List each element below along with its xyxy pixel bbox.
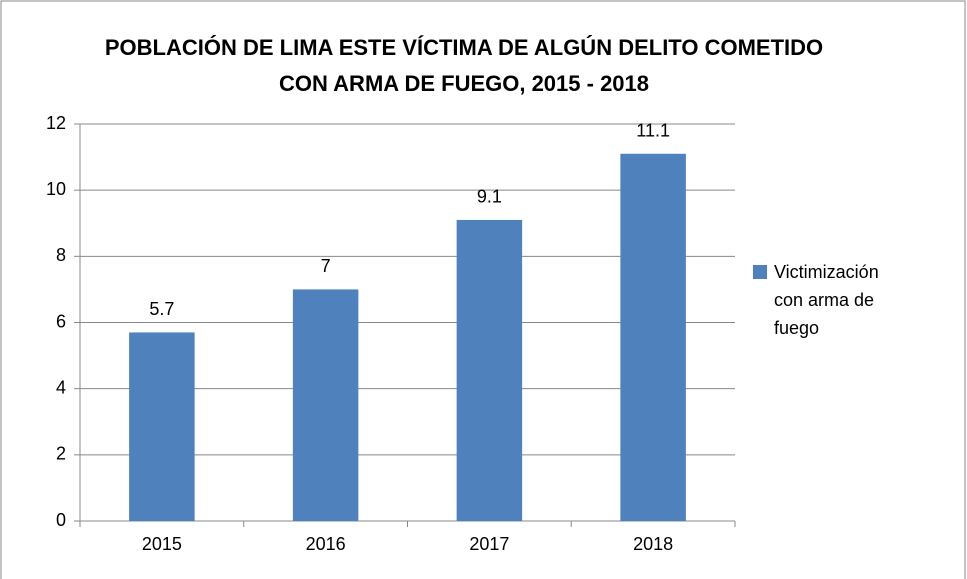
data-label: 5.7 — [149, 299, 174, 319]
x-tick-label: 2017 — [469, 534, 509, 554]
x-tick-label: 2018 — [633, 534, 673, 554]
y-tick-label: 2 — [56, 444, 66, 464]
bar — [456, 219, 523, 522]
data-label: 11.1 — [636, 121, 670, 141]
chart-title: POBLACIÓN DE LIMA ESTE VÍCTIMA DE ALGÚN … — [104, 35, 824, 96]
y-tick-label: 8 — [56, 245, 66, 265]
y-tick-label: 4 — [56, 377, 66, 397]
y-tick-label: 12 — [46, 113, 66, 133]
x-tick-label: 2015 — [142, 534, 182, 554]
y-tick-label: 6 — [56, 311, 66, 331]
bar — [620, 153, 686, 521]
bar — [292, 289, 359, 521]
x-tick-label: 2016 — [306, 534, 346, 554]
data-label: 9.1 — [477, 187, 502, 207]
bar — [129, 332, 195, 521]
data-label: 7 — [321, 256, 331, 276]
legend-swatch — [753, 265, 767, 279]
y-tick-label: 10 — [46, 179, 66, 199]
y-tick-label: 0 — [56, 510, 66, 530]
legend-label: Victimización con arma de fuego — [774, 262, 879, 338]
